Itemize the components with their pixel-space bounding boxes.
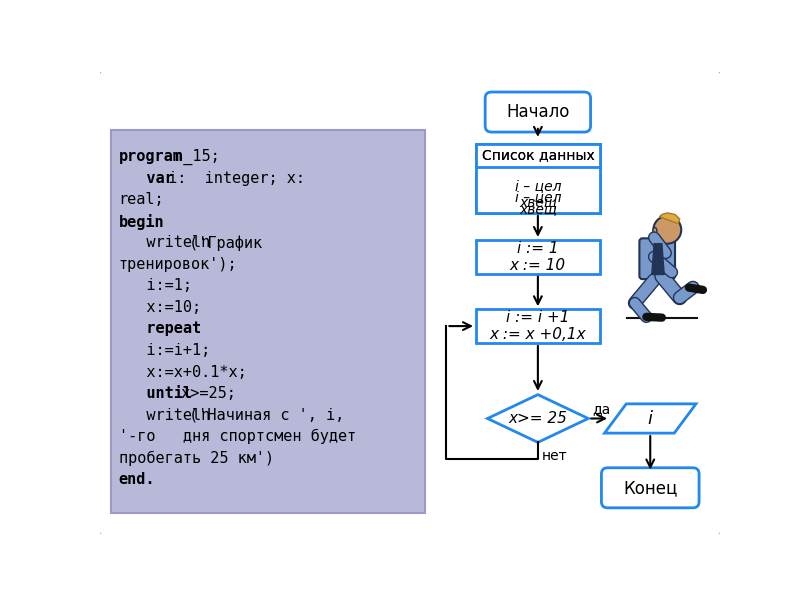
Text: i:  integer; x:: i: integer; x: (158, 170, 305, 185)
Text: until: until (118, 386, 192, 401)
Text: тренировок');: тренировок'); (118, 257, 238, 272)
Text: пробегать 25 км'): пробегать 25 км') (118, 451, 274, 466)
Polygon shape (605, 404, 696, 433)
Text: end.: end. (118, 472, 155, 487)
Text: x:=10;: x:=10; (118, 300, 201, 315)
Text: i:=i+1;: i:=i+1; (118, 343, 210, 358)
Text: Список данных: Список данных (482, 148, 594, 162)
Text: i – цел
xвещ: i – цел xвещ (514, 179, 561, 209)
Text: да: да (592, 402, 610, 416)
Text: real;: real; (118, 192, 164, 207)
Text: Начало: Начало (506, 103, 570, 121)
FancyBboxPatch shape (98, 70, 722, 536)
Bar (476, 143, 600, 167)
Polygon shape (487, 395, 588, 442)
Circle shape (669, 269, 677, 277)
Polygon shape (652, 244, 664, 275)
Circle shape (654, 216, 682, 244)
Text: x>= 25: x>= 25 (509, 411, 567, 426)
Text: xвещ: xвещ (519, 202, 557, 216)
Circle shape (650, 233, 658, 241)
Text: Список данных: Список данных (482, 148, 594, 162)
Text: n_15;: n_15; (166, 149, 220, 165)
Bar (476, 309, 600, 343)
Text: i := i +1
x := x +0,1x: i := i +1 x := x +0,1x (490, 310, 586, 342)
Ellipse shape (653, 227, 657, 233)
Bar (476, 143, 600, 213)
Bar (476, 240, 600, 274)
Text: writeln: writeln (118, 408, 210, 423)
Text: нет: нет (542, 449, 567, 463)
FancyBboxPatch shape (639, 238, 675, 279)
Text: ('График: ('График (180, 235, 262, 251)
FancyBboxPatch shape (485, 92, 590, 132)
Text: ('Начиная с ', i,: ('Начиная с ', i, (180, 408, 344, 423)
Bar (476, 175, 600, 213)
Text: i := 1
x := 10: i := 1 x := 10 (510, 241, 566, 273)
FancyBboxPatch shape (111, 130, 425, 513)
Text: i – цел: i – цел (514, 191, 561, 205)
Text: i: i (648, 409, 653, 427)
Text: '-го   дня спортсмен будет: '-го дня спортсмен будет (118, 429, 356, 445)
Text: begin: begin (118, 214, 164, 230)
Text: Конец: Конец (623, 479, 678, 497)
FancyBboxPatch shape (602, 468, 699, 508)
Text: var: var (118, 170, 174, 185)
Polygon shape (659, 213, 680, 224)
Text: repeat: repeat (118, 322, 201, 337)
Text: i:=1;: i:=1; (118, 278, 192, 293)
Text: writeln: writeln (118, 235, 210, 250)
Text: program: program (118, 149, 182, 164)
Text: x:=x+0.1*x;: x:=x+0.1*x; (118, 365, 246, 380)
Text: x>=25;: x>=25; (172, 386, 236, 401)
